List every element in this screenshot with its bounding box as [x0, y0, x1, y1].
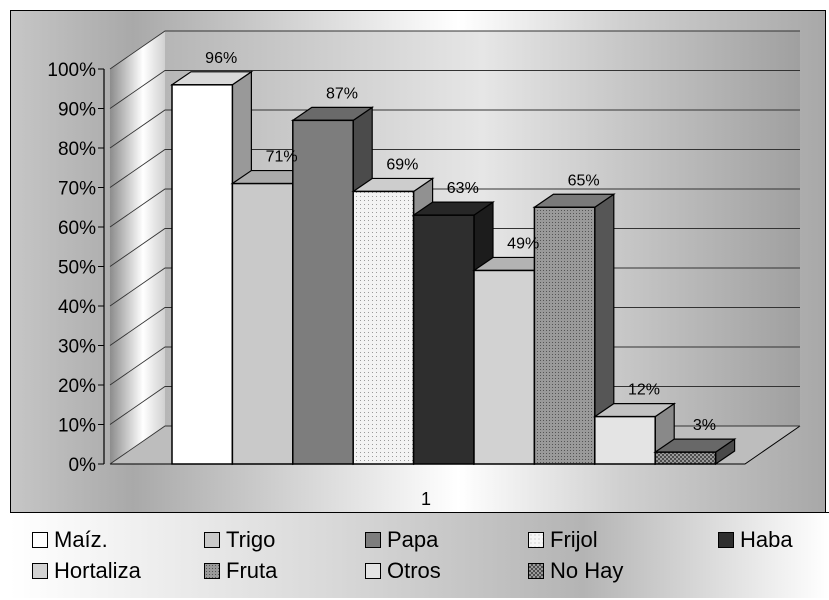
y-tick-label: 70%	[58, 179, 96, 200]
y-tick-label: 80%	[58, 139, 96, 160]
gridline	[109, 70, 800, 109]
y-axis: 0% 10% 20% 30% 40% 50% 60% 70% 80% 90% 100%	[47, 60, 105, 476]
data-labels: 96% 71% 87% 69% 63% 49% 65% 12% 3%	[205, 50, 716, 434]
bar-front	[473, 269, 536, 465]
y-tick-label: 90%	[58, 100, 96, 121]
legend-swatch	[32, 532, 48, 548]
legend-swatch	[32, 563, 48, 579]
bar-fruta	[532, 193, 616, 466]
bar-front	[231, 182, 294, 465]
bar-front	[171, 84, 234, 465]
y-tick-label: 10%	[58, 416, 96, 437]
data-label: 65%	[568, 172, 600, 189]
legend-item: No Hay	[528, 556, 623, 586]
legend-label: Haba	[740, 527, 793, 552]
bar-series	[170, 70, 737, 466]
bar-front	[412, 214, 475, 465]
legend-item: Fruta	[204, 556, 277, 586]
bar-front	[352, 190, 415, 465]
data-label: 49%	[507, 235, 539, 252]
legend: Maíz. Trigo Papa Frijol Haba Hortaliza Fruta Ot…	[10, 512, 829, 598]
legend-label: No Hay	[550, 558, 624, 583]
data-label: 71%	[266, 149, 298, 166]
bar-no-hay	[653, 438, 737, 466]
bar-front	[292, 119, 354, 465]
legend-swatch	[365, 563, 381, 579]
data-label: 12%	[628, 382, 660, 399]
legend-item: Trigo	[204, 525, 275, 555]
gridline	[109, 149, 800, 188]
legend-swatch	[528, 532, 544, 548]
legend-label: Hortaliza	[54, 558, 141, 583]
legend-item: Haba	[718, 525, 793, 555]
legend-label: Maíz.	[54, 527, 108, 552]
y-tick-label: 40%	[58, 297, 96, 318]
y-tick-label: 20%	[58, 376, 96, 397]
legend-swatch	[365, 532, 381, 548]
legend-item: Maíz.	[32, 525, 108, 555]
legend-swatch	[204, 532, 220, 548]
legend-item: Otros	[365, 556, 441, 586]
gridline	[109, 30, 800, 70]
bar-front	[533, 206, 596, 465]
legend-swatch	[718, 532, 734, 548]
y-tick-label: 30%	[58, 337, 96, 358]
bar-front	[594, 415, 656, 465]
legend-swatch	[204, 563, 220, 579]
legend-label: Frijol	[550, 527, 598, 552]
legend-item: Hortaliza	[32, 556, 141, 586]
legend-item: Papa	[365, 525, 438, 555]
bar-front	[654, 451, 717, 465]
data-label: 63%	[447, 180, 479, 197]
gridline	[109, 188, 800, 228]
gridline	[109, 109, 800, 149]
legend-label: Papa	[387, 527, 439, 552]
x-tick-label: 1	[421, 489, 431, 509]
data-label: 87%	[326, 85, 358, 102]
y-tick-label: 100%	[47, 60, 96, 81]
legend-label: Otros	[387, 558, 441, 583]
legend-label: Fruta	[226, 558, 278, 583]
data-label: 3%	[693, 417, 716, 434]
legend-item: Frijol	[528, 525, 598, 555]
y-tick-label: 50%	[58, 258, 96, 279]
data-label: 96%	[205, 50, 237, 67]
legend-swatch	[528, 563, 544, 579]
legend-label: Trigo	[226, 527, 276, 552]
y-tick-label: 60%	[58, 218, 96, 239]
y-tick-label: 0%	[69, 455, 97, 476]
data-label: 69%	[386, 156, 418, 173]
